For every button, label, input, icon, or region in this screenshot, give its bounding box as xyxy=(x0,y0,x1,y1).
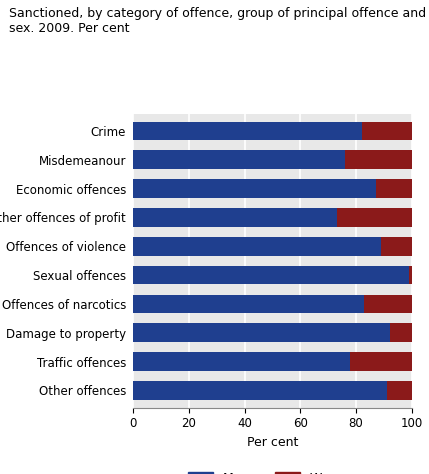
Bar xyxy=(350,352,412,371)
Bar xyxy=(133,381,387,400)
Bar xyxy=(133,151,345,169)
Bar xyxy=(133,179,375,198)
Text: Sanctioned, by category of offence, group of principal offence and
sex. 2009. Pe: Sanctioned, by category of offence, grou… xyxy=(9,7,426,35)
Bar xyxy=(390,323,412,342)
Bar xyxy=(133,208,336,227)
Bar xyxy=(133,237,381,255)
Bar xyxy=(133,294,364,313)
Legend: Men, Women: Men, Women xyxy=(183,467,362,474)
Bar xyxy=(362,122,412,140)
Bar xyxy=(345,151,412,169)
Bar xyxy=(133,122,362,140)
Bar xyxy=(133,323,390,342)
Bar xyxy=(387,381,412,400)
X-axis label: Per cent: Per cent xyxy=(247,436,298,449)
Bar xyxy=(381,237,412,255)
Bar xyxy=(409,266,412,284)
Bar xyxy=(375,179,412,198)
Bar xyxy=(133,352,350,371)
Bar xyxy=(133,266,409,284)
Bar xyxy=(336,208,412,227)
Bar xyxy=(364,294,412,313)
